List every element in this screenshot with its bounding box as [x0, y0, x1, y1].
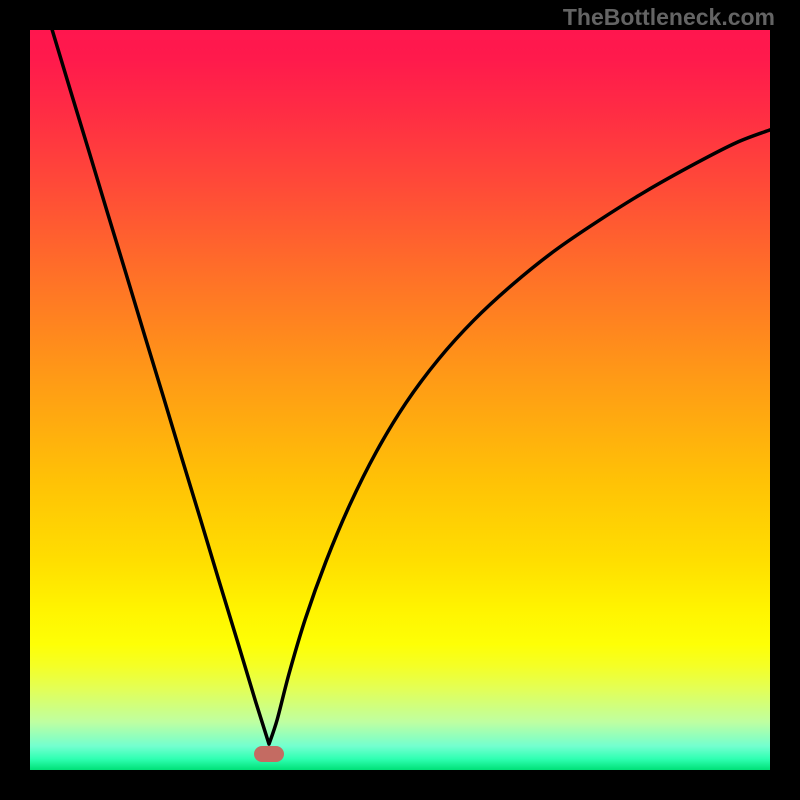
watermark-text: TheBottleneck.com	[563, 4, 775, 31]
bottleneck-curve	[30, 30, 770, 770]
chart-frame: TheBottleneck.com	[0, 0, 800, 800]
optimal-marker	[254, 746, 284, 762]
plot-area	[30, 30, 770, 770]
curve-path	[52, 30, 770, 744]
